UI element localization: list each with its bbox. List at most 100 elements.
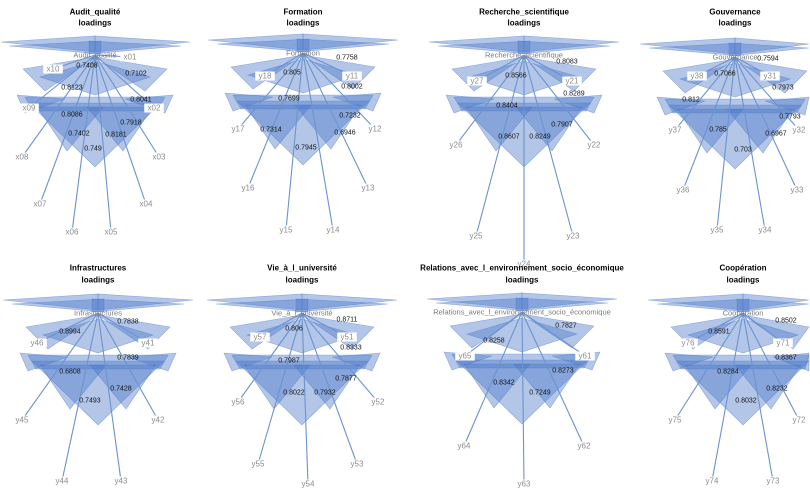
arrow-lines xyxy=(21,54,160,233)
loading-value: 0.8342 xyxy=(493,380,515,387)
arrow-line xyxy=(742,312,774,482)
indicator-label-bg xyxy=(248,459,268,469)
arrow-lines xyxy=(237,52,376,231)
indicator-label: y56 xyxy=(232,398,245,407)
indicator-label-bg xyxy=(19,103,39,113)
loading-value: 0.6808 xyxy=(59,369,81,376)
loading-value: 0.8591 xyxy=(708,329,730,336)
indicator-label: y22 xyxy=(588,141,601,150)
loading-value: 0.805 xyxy=(283,70,301,77)
arrowhead-shape xyxy=(94,56,168,92)
loadings-panel-5: Infrastructures loadings Infrastructures y4… xyxy=(2,264,194,486)
indicator-label: y41 xyxy=(142,339,155,348)
loadings-panel-3: Recherche_scientifique loadings Recherche_… xyxy=(428,8,620,269)
arrowhead-shape xyxy=(295,298,389,313)
indicator-label-bg xyxy=(687,71,707,81)
arrow-line xyxy=(475,54,525,237)
indicator-label-bg xyxy=(789,125,809,135)
indicator-label-bg xyxy=(358,183,378,193)
loading-value: 0.7249 xyxy=(529,390,551,397)
arrowhead-shape xyxy=(672,354,810,370)
loading-value: 0.7839 xyxy=(117,355,139,362)
arrow-line xyxy=(247,52,304,189)
indicator-label-bg xyxy=(707,225,727,235)
indicator-label-bg xyxy=(323,225,343,235)
loading-value: 0.8083 xyxy=(556,59,578,66)
arrowhead-shape xyxy=(455,359,589,425)
arrow-line xyxy=(716,56,736,231)
arrowhead-shape xyxy=(648,42,742,57)
latent-variable-label: Relations_avec_l_environnement_socio_éco… xyxy=(433,308,611,317)
arrow-line xyxy=(463,311,523,447)
indicator-label-bg xyxy=(149,152,169,162)
loading-value: 0.7973 xyxy=(772,85,794,92)
indicator-label: x04 xyxy=(140,200,153,209)
indicator-label-bg xyxy=(12,415,32,425)
arrow-line xyxy=(285,52,304,231)
indicator-label-bg xyxy=(368,397,388,407)
loading-value: 0.7493 xyxy=(79,398,101,405)
indicator-label-bg xyxy=(763,476,783,486)
indicator-label: y43 xyxy=(115,477,128,486)
indicator-label: y12 xyxy=(369,125,382,134)
arrowhead-shape xyxy=(517,40,611,55)
arrowhead-shape xyxy=(451,353,593,369)
loading-value: 0.7408 xyxy=(76,63,98,70)
arrow-line xyxy=(742,312,800,421)
loadings-panel-2: Formation loadings Formation y18 y17 y16 y15 y1… xyxy=(207,8,399,235)
indicator-label-bg xyxy=(52,476,72,486)
indicator-label-bg xyxy=(467,76,487,86)
loadings-panel-1: Audit_qualité loadings Audit_qualité x10 x09… xyxy=(0,8,191,237)
indicator-label: y63 xyxy=(518,480,531,489)
arrowhead-shape xyxy=(296,38,390,53)
loading-value: 0.8404 xyxy=(496,103,518,110)
indicator-label: x06 xyxy=(66,228,79,237)
indicator-label: y57 xyxy=(254,333,267,342)
indicator-label-bg xyxy=(562,76,582,86)
loading-value: 0.7827 xyxy=(555,323,577,330)
indicator-label-bg xyxy=(43,64,63,74)
arrowhead-shape xyxy=(38,60,152,96)
panel-subtitle: loadings xyxy=(286,276,319,285)
indicator-label: y16 xyxy=(242,184,255,193)
arrow-lines xyxy=(674,312,800,482)
panel-subtitle: loadings xyxy=(719,19,752,28)
loading-value: 0.8258 xyxy=(483,338,505,345)
indicator-label: y73 xyxy=(767,477,780,486)
indicator-label-bg xyxy=(584,140,604,150)
arrow-lines xyxy=(237,312,379,485)
arrowhead-shape xyxy=(28,102,162,168)
loading-value: 0.7594 xyxy=(757,56,779,63)
arrowhead-shape xyxy=(726,108,794,154)
arrowhead-shape xyxy=(244,104,312,150)
arrow-line xyxy=(21,312,99,421)
arrowhead-shape xyxy=(734,364,802,410)
arrowhead-shape xyxy=(231,354,373,370)
arrowhead-shape xyxy=(11,298,105,313)
loading-value: 0.8181 xyxy=(105,132,127,139)
arrowhead-shape xyxy=(463,363,531,409)
loading-value: 0.8123 xyxy=(61,85,83,92)
panel-title: Coopération xyxy=(719,264,766,273)
arrowhead-shape xyxy=(513,363,581,409)
indicator-label-bg xyxy=(337,332,357,342)
arrowhead-shape xyxy=(243,364,311,410)
indicator-label: x03 xyxy=(153,153,166,162)
loadings-panel-8: Coopération loadings Coopération y76 y75 y74 y… xyxy=(647,264,810,486)
indicator-label-bg xyxy=(148,415,168,425)
arrowhead-shape xyxy=(435,297,529,312)
loading-value: 0.8333 xyxy=(340,345,362,352)
latent-variable-label: Infrastructures xyxy=(74,309,122,318)
indicator-label: y37 xyxy=(669,126,682,135)
indicator-label: y51 xyxy=(341,333,354,342)
indicator-label-bg xyxy=(111,476,131,486)
loading-value: 0.7877 xyxy=(335,376,357,383)
arrowhead-shape xyxy=(676,108,744,154)
loading-value: 0.7793 xyxy=(779,114,801,121)
indicator-label: y61 xyxy=(579,352,592,361)
indicator-label: y62 xyxy=(578,442,591,451)
indicator-label: y27 xyxy=(471,77,484,86)
loadings-panel-6: Vie_à_l_université loadings Vie_à_l_univer… xyxy=(206,264,398,489)
loading-value: 0.8232 xyxy=(766,386,788,393)
